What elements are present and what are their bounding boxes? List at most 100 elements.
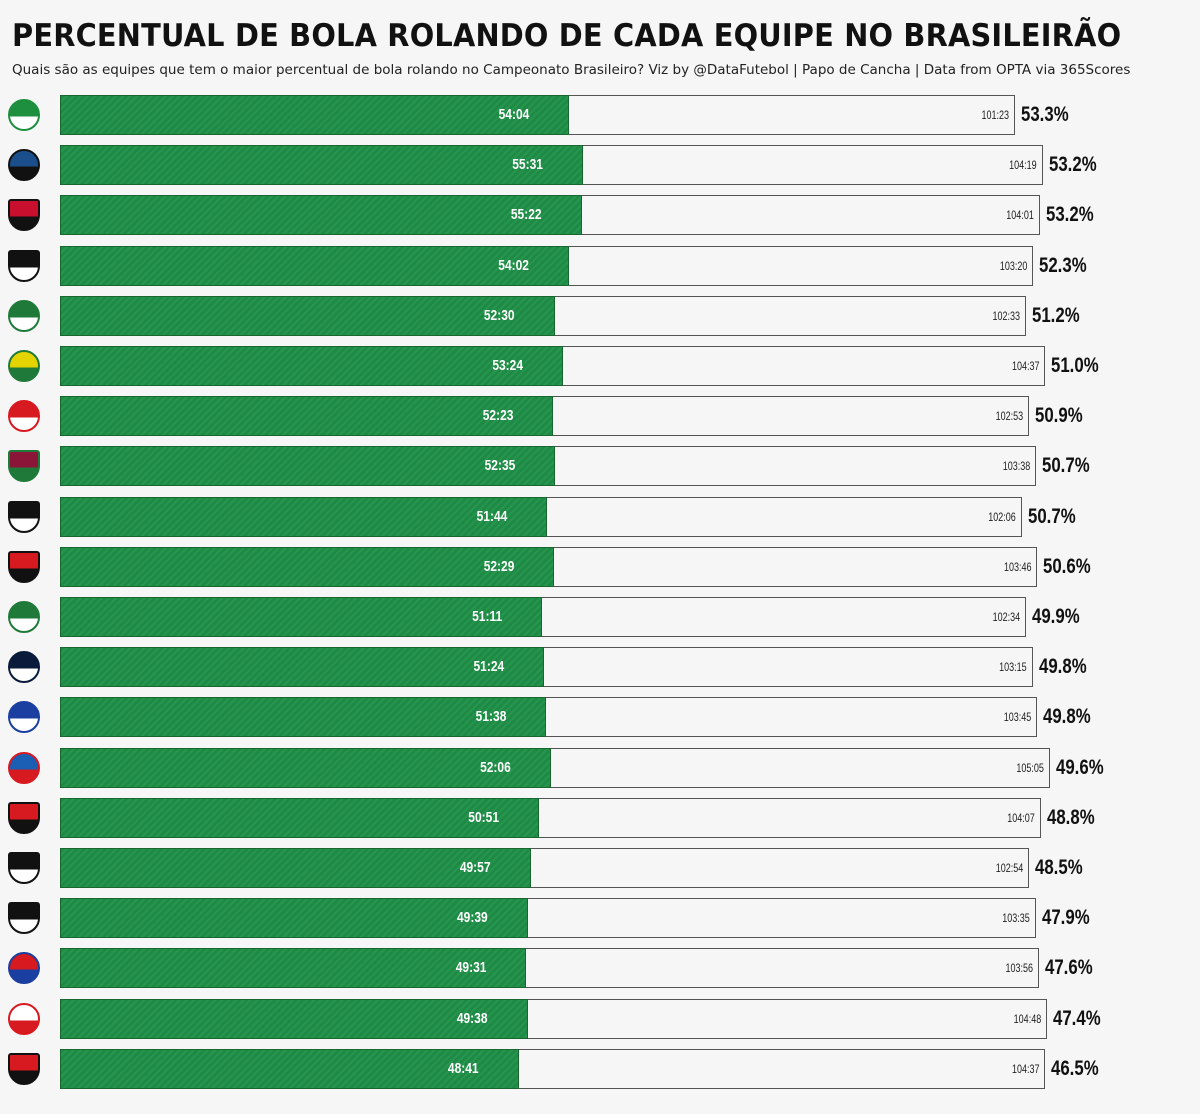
team-logo-icon: [8, 149, 40, 182]
bar-row: 54:02 103:20 52.3%: [0, 245, 1200, 286]
total-time-label: 104:01: [1006, 208, 1034, 223]
percent-label: 52.3%: [1039, 253, 1088, 277]
total-time-label: 103:15: [999, 660, 1027, 675]
bar-row: 52:29 103:46 50.6%: [0, 546, 1200, 587]
percent-label: 50.6%: [1043, 554, 1092, 578]
bar-ball-in-play: [60, 1048, 519, 1089]
bar-row: 52:23 102:53 50.9%: [0, 396, 1200, 437]
bar-row: 50:51 104:07 48.8%: [0, 797, 1200, 838]
percent-label: 50.7%: [1027, 504, 1076, 528]
played-time-label: 52:35: [484, 457, 516, 475]
total-time-label: 102:53: [995, 409, 1024, 424]
total-time-label: 104:37: [1011, 1061, 1040, 1076]
total-time-label: 103:46: [1003, 559, 1032, 574]
total-time-label: 102:33: [992, 308, 1021, 323]
percent-label: 49.6%: [1055, 755, 1104, 779]
total-time-label: 103:45: [1003, 710, 1032, 725]
total-time-label: 102:06: [988, 509, 1016, 524]
bar-row: 49:39 103:35 47.9%: [0, 898, 1200, 939]
bar-ball-in-play: [60, 747, 551, 788]
played-time-label: 50:51: [468, 808, 499, 826]
percent-label: 48.5%: [1035, 856, 1083, 879]
team-logo-icon: [8, 550, 40, 583]
played-time-label: 51:44: [476, 507, 508, 525]
team-logo-icon: [8, 801, 40, 834]
bar-ball-in-play: [60, 95, 570, 135]
bar-row: 51:38 103:45 49.8%: [0, 697, 1200, 738]
team-logo-icon: [8, 400, 40, 433]
bar-row: 51:44 102:06 50.7%: [0, 496, 1200, 537]
played-time-label: 51:11: [472, 608, 503, 625]
percent-label: 46.5%: [1051, 1056, 1100, 1080]
percent-label: 51.2%: [1032, 303, 1080, 327]
chart-title: PERCENTUAL DE BOLA ROLANDO DE CADA EQUIP…: [12, 18, 1122, 54]
bar-ball-in-play: [60, 346, 564, 386]
bar-ball-in-play: [60, 948, 527, 989]
played-time-label: 55:31: [512, 156, 543, 174]
played-time-label: 49:57: [459, 859, 491, 876]
bar-row: 49:57 102:54 48.5%: [0, 848, 1200, 888]
bar-row: 53:24 104:37 51.0%: [0, 346, 1200, 386]
played-time-label: 51:38: [475, 708, 507, 726]
bar-ball-in-play: [60, 597, 543, 637]
bar-ball-in-play: [60, 195, 582, 236]
played-time-label: 54:04: [498, 106, 530, 123]
played-time-label: 52:23: [482, 407, 514, 425]
percent-label: 47.9%: [1041, 906, 1090, 930]
bar-row: 51:11 102:34 49.9%: [0, 597, 1200, 637]
team-logo-icon: [8, 350, 40, 382]
percent-label: 47.6%: [1045, 956, 1093, 980]
bar-ball-in-play: [60, 145, 583, 186]
team-logo-icon: [8, 701, 40, 734]
total-time-label: 102:34: [992, 610, 1021, 624]
bar-ball-in-play: [60, 396, 554, 437]
total-time-label: 101:23: [981, 108, 1010, 122]
bar-row: 52:35 103:38 50.7%: [0, 446, 1200, 487]
total-time-label: 104:07: [1007, 810, 1035, 825]
total-time-label: 102:54: [995, 861, 1024, 875]
bar-ball-in-play: [60, 496, 548, 537]
played-time-label: 49:39: [456, 909, 488, 927]
bar-row: 54:04 101:23 53.3%: [0, 95, 1200, 135]
team-logo-icon: [8, 299, 40, 332]
played-time-label: 53:24: [492, 357, 524, 374]
played-time-label: 51:24: [473, 658, 505, 676]
bar-ball-in-play: [60, 647, 545, 688]
chart-subtitle: Quais são as equipes que tem o maior per…: [12, 62, 1131, 78]
percent-label: 53.2%: [1045, 203, 1094, 227]
bar-ball-in-play: [60, 546, 555, 587]
bar-row: 52:30 102:33 51.2%: [0, 295, 1200, 336]
bar-row: 55:31 104:19 53.2%: [0, 145, 1200, 186]
team-logo-icon: [8, 902, 40, 935]
total-time-label: 105:05: [1016, 760, 1044, 775]
bar-ball-in-play: [60, 898, 528, 939]
percent-label: 51.0%: [1051, 354, 1100, 377]
team-logo-icon: [8, 852, 40, 884]
total-time-label: 104:37: [1011, 359, 1040, 373]
bar-ball-in-play: [60, 295, 555, 336]
percent-label: 49.8%: [1038, 655, 1087, 679]
total-time-label: 104:19: [1009, 158, 1037, 173]
percent-label: 50.9%: [1035, 404, 1083, 428]
bar-ball-in-play: [60, 446, 556, 487]
percent-label: 48.8%: [1046, 805, 1095, 829]
played-time-label: 52:29: [483, 557, 515, 575]
bar-ball-in-play: [60, 998, 528, 1039]
team-logo-icon: [8, 1052, 40, 1085]
team-logo-icon: [8, 99, 40, 131]
team-logo-icon: [8, 1002, 40, 1035]
bar-ball-in-play: [60, 697, 547, 738]
total-time-label: 103:56: [1005, 961, 1034, 976]
team-logo-icon: [8, 601, 40, 633]
percent-label: 53.2%: [1048, 153, 1097, 177]
team-logo-icon: [8, 450, 40, 483]
bar-ball-in-play: [60, 797, 539, 838]
percent-label: 50.7%: [1042, 454, 1090, 478]
team-logo-icon: [8, 500, 40, 533]
bar-row: 48:41 104:37 46.5%: [0, 1048, 1200, 1089]
bar-row: 49:38 104:48 47.4%: [0, 998, 1200, 1039]
played-time-label: 52:30: [483, 306, 515, 324]
percent-label: 49.9%: [1032, 605, 1080, 628]
team-logo-icon: [8, 199, 40, 232]
